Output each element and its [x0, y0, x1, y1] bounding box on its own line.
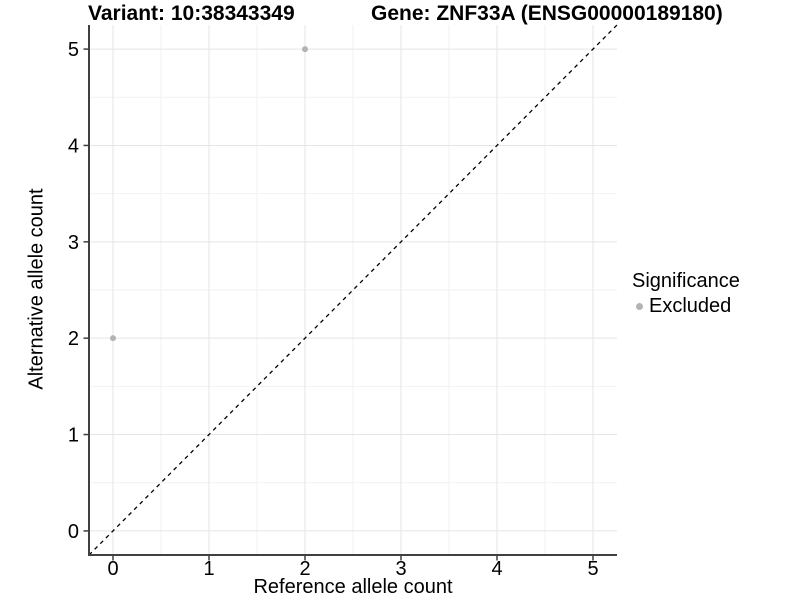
x-tick-label: 3 — [395, 558, 406, 580]
x-axis-title: Reference allele count — [253, 576, 453, 598]
y-tick-label: 2 — [68, 328, 79, 350]
x-tick-label: 4 — [491, 558, 502, 580]
y-axis-title: Alternative allele count — [25, 188, 48, 390]
legend-title: Significance — [632, 270, 740, 292]
plot-title-variant: Variant: 10:38343349 — [88, 2, 295, 25]
legend-items: Excluded — [632, 295, 740, 318]
x-tick-label: 5 — [587, 558, 598, 580]
legend-dot-icon — [636, 303, 643, 310]
x-tick-label: 0 — [107, 558, 118, 580]
legend-item-label: Excluded — [649, 295, 732, 317]
y-tick-label: 5 — [68, 39, 79, 61]
legend: Significance Excluded — [632, 270, 740, 318]
data-point — [302, 46, 308, 53]
x-tick-label: 1 — [203, 558, 214, 580]
y-tick-label: 4 — [68, 135, 79, 157]
legend-item: Excluded — [632, 295, 740, 318]
data-point — [110, 335, 116, 342]
y-tick-label: 3 — [68, 232, 79, 254]
x-tick-label: 2 — [299, 558, 310, 580]
plot-title-gene: Gene: ZNF33A (ENSG00000189180) — [371, 2, 723, 25]
y-tick-label: 0 — [68, 521, 79, 543]
y-tick-label: 1 — [68, 425, 79, 447]
